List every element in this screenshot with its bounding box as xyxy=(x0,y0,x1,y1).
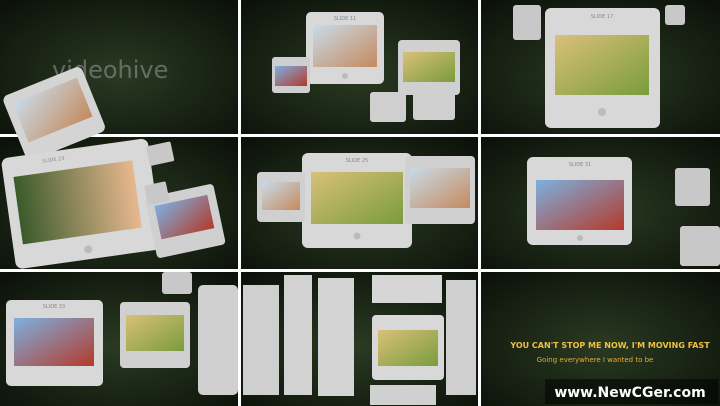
slide-wall xyxy=(243,275,476,405)
slide-frame: SLIDE 11 xyxy=(272,12,460,122)
slide-frame: SLIDE 25 xyxy=(257,153,475,248)
slide-label: SLIDE 23 xyxy=(42,156,65,165)
slide-frame xyxy=(144,141,226,258)
slide-label: SLIDE 33 xyxy=(43,304,65,310)
slide-frame: SLIDE 31 xyxy=(527,157,720,266)
slide-frame: SLIDE 23 xyxy=(1,138,163,269)
slide-label: SLIDE 17 xyxy=(591,14,613,20)
slide-label: SLIDE 25 xyxy=(346,158,368,164)
slide-frame: SLIDE 17 xyxy=(513,5,685,128)
slide-label: SLIDE 31 xyxy=(569,162,591,168)
footer-url: www.NewCGer.com xyxy=(554,385,705,401)
slide-frame xyxy=(3,67,105,161)
lyrics-line: YOU CAN'T STOP ME NOW, I'M MOVING FAST xyxy=(509,341,710,350)
lyrics-line: Going everywhere I wanted to be xyxy=(537,356,654,364)
slide-frame: SLIDE 33 xyxy=(6,272,238,395)
slide-label: SLIDE 11 xyxy=(334,16,356,22)
